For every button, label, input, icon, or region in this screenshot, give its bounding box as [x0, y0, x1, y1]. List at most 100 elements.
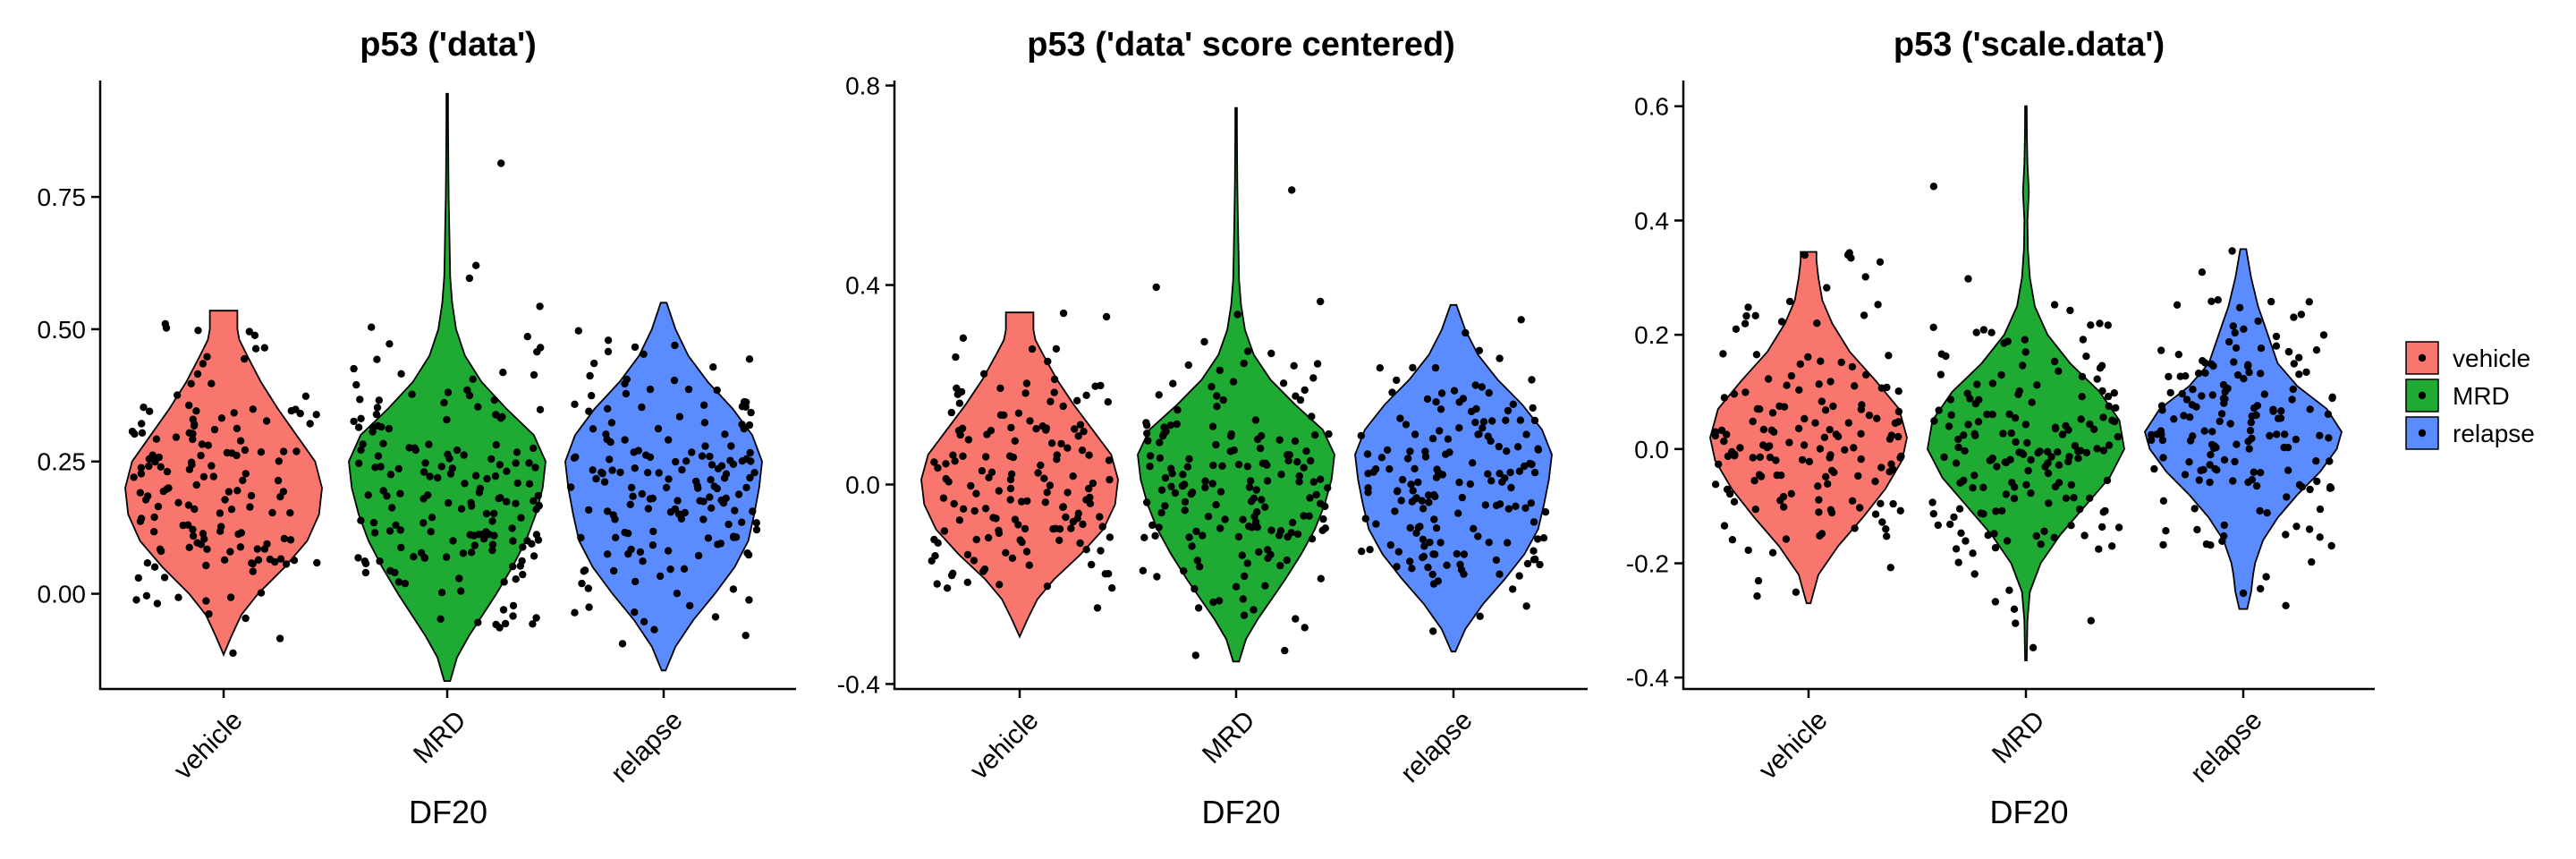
- data-point: [2093, 445, 2101, 453]
- data-point: [1016, 536, 1024, 544]
- data-point: [1102, 312, 1111, 321]
- data-point: [2050, 357, 2059, 366]
- data-point: [631, 577, 640, 586]
- data-point: [2078, 372, 2087, 381]
- data-point: [677, 515, 686, 523]
- data-point: [1053, 455, 1061, 464]
- data-point: [1753, 592, 1761, 600]
- data-point: [1720, 438, 1728, 446]
- data-point: [1821, 406, 1830, 414]
- data-point: [1822, 472, 1830, 481]
- data-point: [271, 557, 279, 566]
- data-point: [1826, 454, 1834, 462]
- data-point: [445, 498, 453, 507]
- data-point: [408, 390, 416, 398]
- data-point: [1792, 588, 1801, 596]
- data-point: [1787, 489, 1796, 498]
- data-point: [742, 455, 750, 463]
- data-point: [1779, 492, 1788, 501]
- data-point: [534, 491, 542, 500]
- data-point: [1475, 430, 1483, 438]
- data-point: [234, 530, 242, 539]
- data-point: [567, 483, 575, 491]
- data-point: [2027, 455, 2035, 464]
- data-point: [1385, 465, 1394, 473]
- data-point: [1264, 554, 1272, 562]
- data-point: [1443, 561, 1451, 569]
- data-point: [1185, 455, 1193, 464]
- data-point: [2235, 303, 2244, 311]
- data-point: [956, 430, 964, 439]
- points-MRD: [350, 159, 545, 632]
- violin-MRD: [1927, 105, 2125, 661]
- data-point: [136, 489, 144, 497]
- data-point: [1007, 470, 1016, 478]
- data-point: [621, 436, 629, 444]
- data-point: [1180, 566, 1188, 575]
- data-point: [1516, 416, 1525, 424]
- data-point: [1472, 404, 1480, 413]
- data-point: [1017, 498, 1026, 506]
- data-point: [1894, 407, 1903, 416]
- data-point: [1882, 525, 1890, 533]
- data-point: [512, 575, 520, 583]
- data-point: [967, 481, 975, 490]
- data-point: [379, 487, 387, 495]
- data-point: [1023, 497, 1031, 506]
- data-point: [1481, 501, 1490, 509]
- data-point: [1073, 396, 1081, 404]
- data-point: [1191, 651, 1200, 659]
- data-point: [517, 514, 525, 522]
- data-point: [2148, 436, 2156, 445]
- data-point: [189, 532, 198, 540]
- data-point: [2019, 361, 2027, 370]
- data-point: [2005, 410, 2013, 419]
- data-point: [1232, 583, 1241, 591]
- data-point: [1987, 328, 1996, 336]
- data-point: [1528, 460, 1536, 469]
- data-point: [578, 579, 586, 588]
- data-point: [1140, 533, 1148, 541]
- data-point: [1062, 513, 1070, 522]
- data-point: [2047, 453, 2055, 461]
- data-point: [1288, 518, 1297, 527]
- data-point: [1877, 499, 1885, 507]
- data-point: [1800, 441, 1809, 449]
- data-point: [2295, 370, 2303, 378]
- data-point: [701, 442, 709, 450]
- data-point: [386, 340, 394, 348]
- data-point: [1479, 424, 1487, 432]
- data-point: [2037, 540, 2045, 549]
- data-point: [708, 461, 716, 469]
- data-point: [1300, 464, 1308, 472]
- data-point: [154, 502, 163, 511]
- data-point: [1040, 474, 1048, 482]
- data-point: [144, 492, 152, 500]
- data-point: [1539, 534, 1548, 542]
- data-point: [1436, 539, 1445, 547]
- data-point: [509, 537, 517, 545]
- x-tick-label: vehicle: [1753, 705, 1833, 785]
- data-point: [2012, 619, 2020, 627]
- data-point: [1159, 432, 1167, 440]
- data-point: [1283, 556, 1292, 565]
- data-point: [223, 448, 232, 457]
- data-point: [301, 392, 310, 400]
- data-point: [640, 617, 648, 625]
- data-point: [1147, 452, 1155, 460]
- data-point: [972, 489, 980, 498]
- data-point: [2295, 481, 2304, 489]
- data-point: [313, 558, 321, 567]
- y-tick-label: 0.0: [1634, 436, 1669, 464]
- data-point: [942, 460, 950, 468]
- data-point: [192, 407, 200, 415]
- data-point: [699, 515, 708, 523]
- data-point: [1397, 497, 1405, 505]
- data-point: [2003, 537, 2012, 545]
- data-point: [1148, 521, 1157, 530]
- data-point: [630, 448, 638, 456]
- data-point: [949, 451, 957, 459]
- data-point: [1848, 362, 1857, 371]
- data-point: [1285, 451, 1294, 459]
- data-point: [490, 509, 498, 518]
